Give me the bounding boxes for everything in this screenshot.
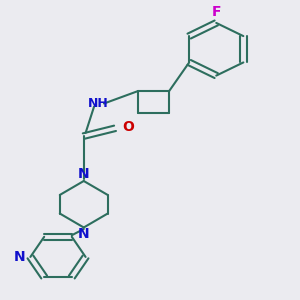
Text: O: O: [122, 120, 134, 134]
Text: NH: NH: [88, 97, 109, 110]
Text: N: N: [14, 250, 25, 264]
Text: F: F: [212, 5, 221, 19]
Text: N: N: [78, 167, 90, 181]
Text: N: N: [78, 227, 90, 241]
